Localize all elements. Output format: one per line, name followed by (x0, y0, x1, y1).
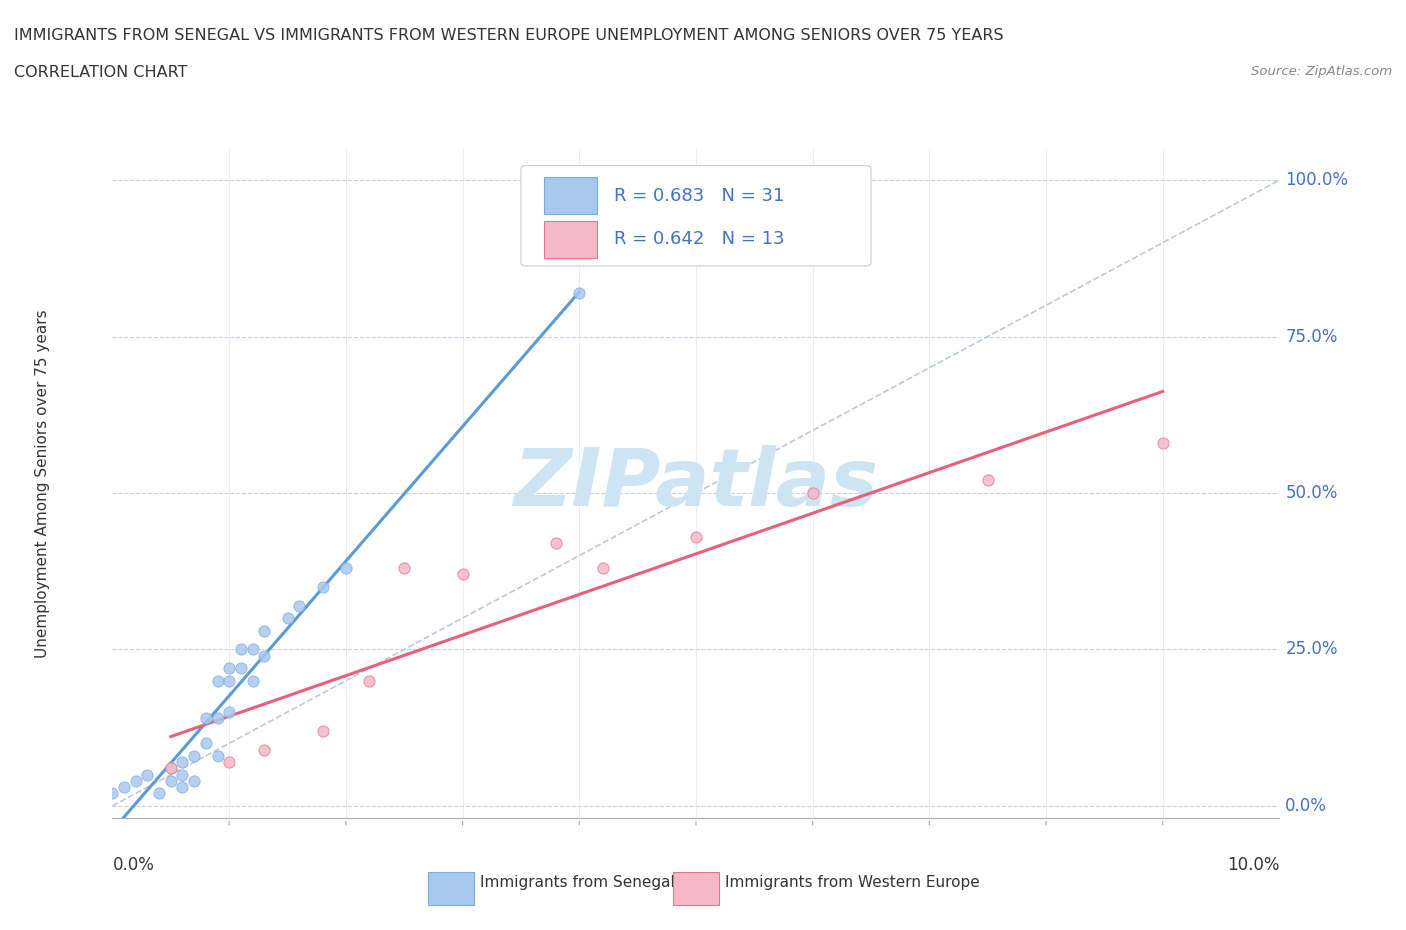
Text: IMMIGRANTS FROM SENEGAL VS IMMIGRANTS FROM WESTERN EUROPE UNEMPLOYMENT AMONG SEN: IMMIGRANTS FROM SENEGAL VS IMMIGRANTS FR… (14, 28, 1004, 43)
Point (183, 749, 205, 764)
Text: ZIPatlas: ZIPatlas (513, 445, 879, 523)
Text: 10.0%: 10.0% (1227, 856, 1279, 874)
Point (207, 711, 229, 725)
Point (288, 598, 311, 613)
Point (160, 761, 183, 776)
Point (218, 673, 240, 688)
Point (136, 767, 159, 782)
FancyBboxPatch shape (544, 220, 596, 258)
Point (1152, 435, 1174, 450)
Text: Source: ZipAtlas.com: Source: ZipAtlas.com (1251, 65, 1392, 78)
Point (451, 567, 474, 582)
Text: 50.0%: 50.0% (1285, 484, 1337, 502)
Text: 100.0%: 100.0% (1285, 171, 1348, 189)
Point (218, 661, 240, 676)
Point (172, 754, 194, 769)
FancyBboxPatch shape (544, 178, 596, 214)
Text: 0.0%: 0.0% (112, 856, 155, 874)
Point (172, 767, 194, 782)
Point (207, 673, 229, 688)
Text: R = 0.642   N = 13: R = 0.642 N = 13 (614, 231, 785, 248)
Point (544, 536, 567, 551)
Point (242, 642, 264, 657)
Point (335, 561, 357, 576)
Point (194, 736, 217, 751)
Point (253, 648, 276, 663)
Point (311, 724, 333, 738)
Text: CORRELATION CHART: CORRELATION CHART (14, 65, 187, 80)
Point (685, 529, 707, 544)
Point (359, 673, 381, 688)
Point (101, 786, 124, 801)
Text: 25.0%: 25.0% (1285, 641, 1337, 658)
Point (172, 779, 194, 794)
Point (183, 774, 205, 789)
Text: 0.0%: 0.0% (1285, 797, 1327, 815)
Point (976, 473, 998, 488)
Point (253, 742, 276, 757)
FancyBboxPatch shape (520, 166, 870, 266)
Text: R = 0.683   N = 31: R = 0.683 N = 31 (614, 187, 785, 205)
Point (242, 673, 264, 688)
Point (392, 561, 416, 576)
Text: 75.0%: 75.0% (1285, 327, 1337, 346)
FancyBboxPatch shape (427, 872, 474, 906)
Point (253, 623, 276, 638)
Point (801, 485, 824, 500)
Point (160, 774, 183, 789)
Point (276, 611, 298, 626)
Text: Unemployment Among Seniors over 75 years: Unemployment Among Seniors over 75 years (35, 310, 51, 658)
Text: Immigrants from Western Europe: Immigrants from Western Europe (725, 874, 980, 889)
Point (568, 286, 591, 300)
Point (112, 779, 135, 794)
Point (229, 642, 252, 657)
Point (194, 711, 217, 725)
Point (592, 561, 614, 576)
FancyBboxPatch shape (672, 872, 720, 906)
Point (160, 761, 183, 776)
Point (311, 579, 333, 594)
Point (218, 754, 240, 769)
Point (148, 786, 170, 801)
Text: Immigrants from Senegal: Immigrants from Senegal (479, 874, 675, 889)
Point (125, 774, 148, 789)
Point (229, 661, 252, 676)
Point (218, 705, 240, 720)
Point (207, 749, 229, 764)
